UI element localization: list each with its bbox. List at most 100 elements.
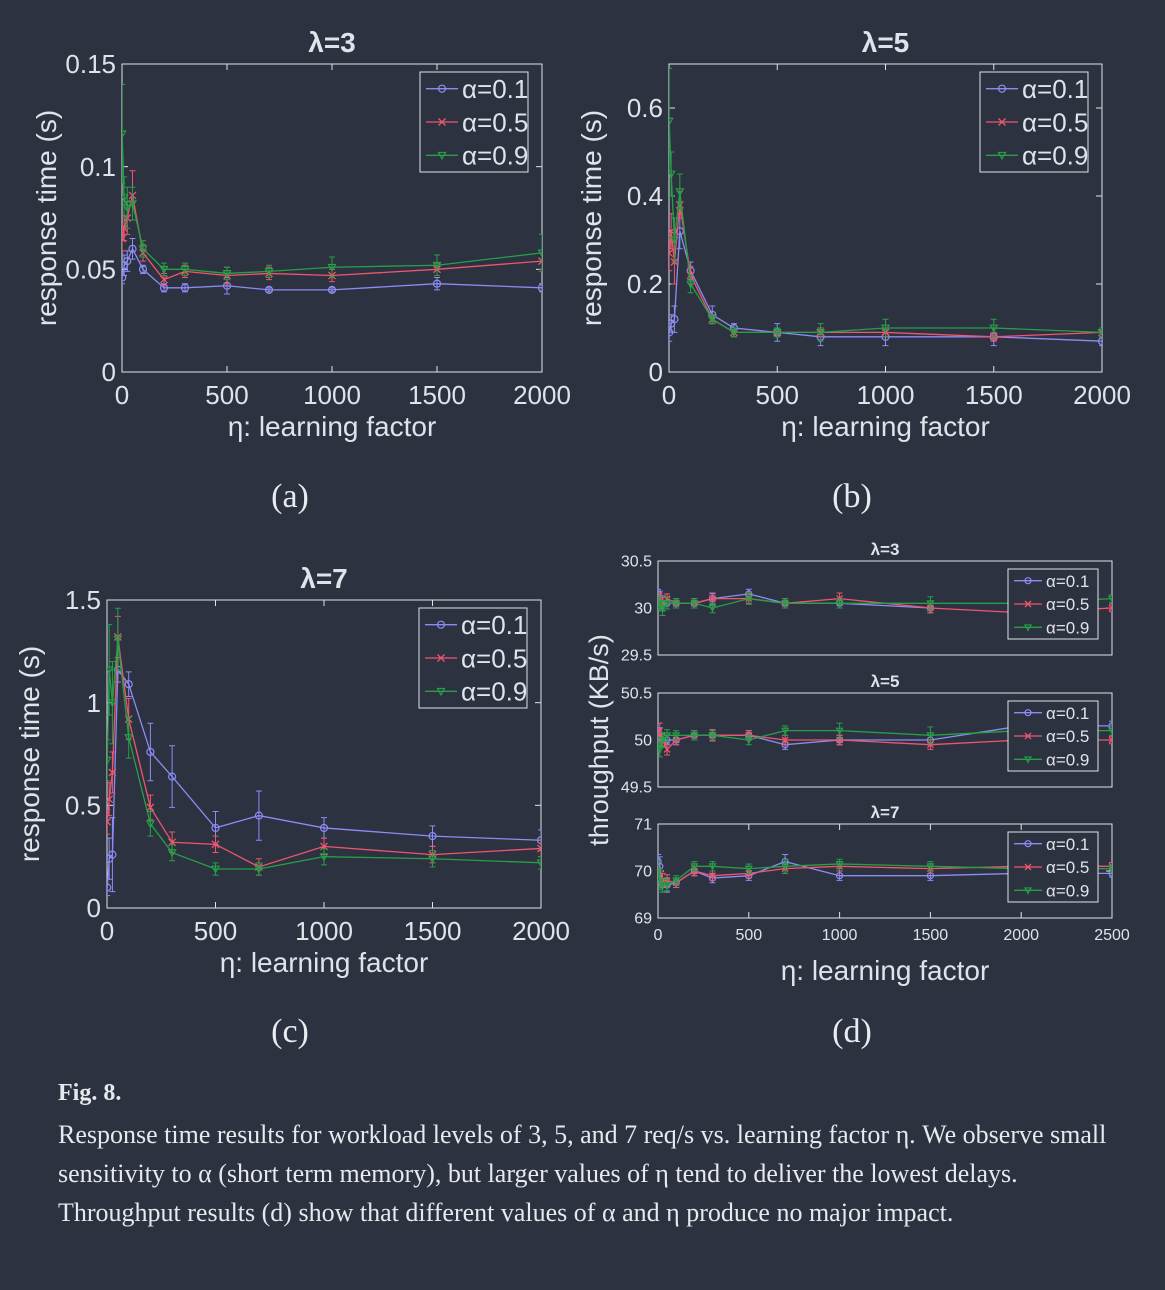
panel-a-point <box>327 263 337 273</box>
panel-d-sub2-point <box>1107 727 1112 735</box>
caption-label: Fig. 8. <box>58 1080 122 1106</box>
panel-d-sub3-errorbar <box>1109 864 1112 873</box>
panel-c-point <box>107 666 114 675</box>
panel-d-sub2-point <box>690 732 699 740</box>
panel-d-sub3-point <box>835 872 844 880</box>
figure: 0 0.05 0.1 0.15 0 500 1000 1500 2000 λ=3 η: learni… <box>14 27 1131 1050</box>
panel-d-sub1-ytick-label: 29.5 <box>621 648 652 665</box>
panel-d-sub1-legend-marker <box>1023 624 1033 632</box>
panel-c-point <box>211 823 220 833</box>
panel-d-sub1-ytick-label: 30.5 <box>621 554 652 571</box>
panel-d-sub2-point <box>658 746 664 754</box>
panel-d-sub3-point <box>744 865 753 873</box>
panel-a-point <box>538 257 542 266</box>
panel-d-sub3-ytick-label: 70 <box>634 864 652 881</box>
panel-a-errorbar <box>140 240 146 258</box>
panel-b-point <box>816 329 826 338</box>
panel-d-sub3-point <box>658 882 667 890</box>
panel-a-series-line-0 <box>122 247 542 291</box>
panel-a-point <box>122 194 129 203</box>
panel-b-legend-label: α=0.5 <box>1022 107 1088 137</box>
panel-c-title: λ=7 <box>300 563 348 594</box>
panel-c-legend-marker <box>436 687 446 697</box>
panel-c-point <box>108 850 117 859</box>
panel-c-point <box>168 772 177 781</box>
panel-d-sub1-legend-label: α=0.5 <box>1046 595 1089 614</box>
panel-c-legend-marker <box>437 654 445 662</box>
panel-d-sub1-point <box>690 600 699 608</box>
panel-b-point <box>772 329 782 338</box>
panel-c-errorbar <box>169 843 176 862</box>
panel-d-sub1-point <box>781 600 790 608</box>
panel-a-xlabel: η: learning factor <box>228 411 437 442</box>
panel-d-sub1-point <box>658 605 667 613</box>
panel-d-sub3-errorbar <box>659 877 666 893</box>
panel-c-errorbar <box>321 847 327 866</box>
panel-d-sub1-errorbar <box>1109 603 1112 613</box>
panel-d-sub1-panel: 29.5 30 30.5 λ=3 α=0.1 α=0.5 α=0.9 <box>621 540 1113 665</box>
panel-d-sub3-title: λ=7 <box>871 803 900 822</box>
panel-d-sub1-title: λ=3 <box>871 540 900 559</box>
panel-a-errorbar <box>182 283 188 293</box>
subfigure-label-d: (d) <box>832 1013 872 1050</box>
panel-b-errorbar <box>671 305 678 333</box>
panel-d-sub1-point <box>1108 604 1112 612</box>
panel-b-ylabel: response time (s) <box>576 110 607 326</box>
panel-b-point <box>669 170 676 179</box>
panel-d-sub3-point <box>690 863 699 871</box>
panel-c-point <box>107 883 112 892</box>
panel-a-point <box>160 275 168 284</box>
panel-d-sub3-point <box>781 863 790 871</box>
panel-a-ylabel: response time (s) <box>31 110 62 326</box>
panel-a-title: λ=3 <box>308 27 356 58</box>
panel-b-errorbar <box>1099 327 1102 338</box>
panel-d-sub1-point <box>744 595 753 603</box>
panel-c-point <box>167 849 177 858</box>
panel-d-sub3-errorbar <box>658 870 663 891</box>
panel-a-point <box>537 283 542 292</box>
panel-a-point <box>122 204 132 213</box>
panel-a-point <box>128 244 137 253</box>
panel-d-sub2-legend-label: α=0.9 <box>1046 750 1089 769</box>
panel-d-sub3-legend-marker <box>1024 840 1032 848</box>
panel-d-sub2-ytick-label: 49.5 <box>621 780 652 797</box>
panel-b-xtick-label: 1000 <box>857 380 915 410</box>
panel-b-ytick-label: 0.4 <box>627 181 663 211</box>
panel-a-point <box>264 267 274 277</box>
panel-c-ytick-label: 0 <box>87 893 101 923</box>
panel-c-point <box>107 817 112 826</box>
panel-d-sub1-legend-marker <box>1024 600 1032 608</box>
panel-c-xlabel: η: learning factor <box>220 947 429 978</box>
panel-c-point <box>254 811 263 820</box>
panel-a-errorbar <box>140 264 146 274</box>
panel-d-sub1-legend-label: α=0.1 <box>1046 572 1089 591</box>
panel-a-errorbar <box>329 256 335 279</box>
panel-d-sub3-ytick-label: 71 <box>634 817 652 834</box>
panel-c-errorbar <box>125 716 132 759</box>
panel-d-sub3-legend-marker <box>1024 863 1032 871</box>
panel-c-legend-marker <box>436 620 446 629</box>
panel-a-point <box>537 249 542 258</box>
panel-c-point <box>210 865 221 874</box>
panel-a-ytick-label: 0 <box>102 357 116 387</box>
panel-c-point <box>254 865 264 874</box>
panel-b-point <box>707 315 717 324</box>
panel-b-point <box>669 236 679 245</box>
panel-b-ytick-label: 0.2 <box>627 269 663 299</box>
panel-a-ytick-label: 0.1 <box>80 152 116 182</box>
panel-b-xtick-label: 500 <box>756 380 799 410</box>
panel-c-ytick-label: 0.5 <box>65 790 101 820</box>
panel-b-point <box>880 324 891 333</box>
panel-c-ytick-label: 1 <box>87 688 101 718</box>
panel-d-sub3-ytick-label: 69 <box>634 911 652 928</box>
panel-c-series-line-0 <box>107 667 541 888</box>
panel-d-sub2-point <box>926 741 934 749</box>
panel-a-legend-marker <box>438 118 446 126</box>
panel-d-sub3-xtick-label: 0 <box>654 927 663 944</box>
panel-a-point <box>122 224 129 233</box>
panel-c-point <box>113 635 123 644</box>
panel-a-ytick-label: 0.05 <box>65 254 116 284</box>
panel-a-errorbar <box>122 176 128 219</box>
panel-c-xtick-label: 2000 <box>512 916 570 946</box>
